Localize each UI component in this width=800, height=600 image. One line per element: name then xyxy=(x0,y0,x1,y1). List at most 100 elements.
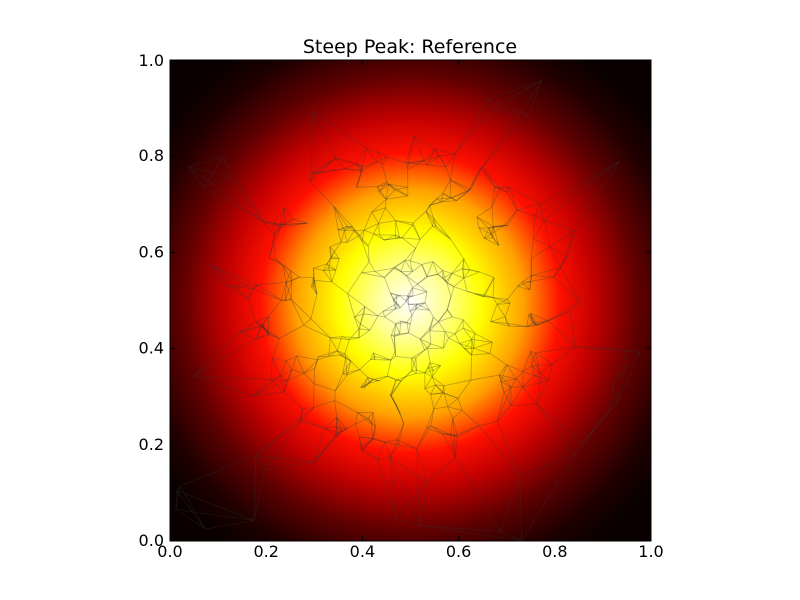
mesh-edge xyxy=(447,398,459,408)
mesh-edge xyxy=(539,363,553,374)
mesh-edge xyxy=(424,302,430,311)
mesh-edge xyxy=(390,395,397,404)
mesh-edge xyxy=(408,162,428,166)
mesh-edge xyxy=(390,380,402,396)
mesh-edge xyxy=(445,273,453,282)
mesh-edge xyxy=(491,206,494,227)
mesh-edge xyxy=(426,149,436,165)
mesh-edge xyxy=(427,348,431,363)
mesh-edge xyxy=(383,308,396,312)
mesh-edge xyxy=(424,388,431,395)
mesh-edge xyxy=(309,173,315,182)
mesh-edge xyxy=(312,277,315,287)
mesh-edge xyxy=(516,371,524,380)
mesh-edge xyxy=(313,383,315,408)
mesh-edge xyxy=(314,359,319,369)
mesh-edge xyxy=(394,186,408,191)
mesh-edge xyxy=(222,157,230,177)
mesh-edge xyxy=(310,318,331,339)
mesh-edge xyxy=(369,315,379,331)
mesh-edge xyxy=(452,410,463,420)
mesh-edge xyxy=(363,377,369,388)
mesh-edge xyxy=(420,338,431,345)
mesh-edge xyxy=(433,218,437,227)
mesh-edge xyxy=(521,454,576,541)
mesh-edge xyxy=(530,313,537,325)
mesh-edge xyxy=(377,151,383,165)
mesh-edge xyxy=(387,375,397,381)
mesh-edge xyxy=(454,435,458,437)
mesh-edge xyxy=(346,225,355,232)
mesh-edge xyxy=(411,308,417,315)
mesh-edge xyxy=(535,352,553,365)
mesh-edge xyxy=(384,277,391,294)
mesh-edge xyxy=(405,162,408,170)
mesh-edge xyxy=(408,303,417,306)
mesh-edge xyxy=(499,188,508,193)
mesh-edge xyxy=(399,295,407,302)
mesh-edge xyxy=(398,444,418,450)
mesh-edge xyxy=(412,224,421,240)
mesh-edge xyxy=(430,392,443,395)
mesh-edge xyxy=(395,303,401,309)
mesh-edge xyxy=(193,375,271,380)
mesh-edge xyxy=(442,277,447,282)
mesh-edge xyxy=(310,172,315,175)
mesh-edge xyxy=(450,197,457,202)
mesh-edge xyxy=(491,188,501,207)
mesh-edge xyxy=(273,224,281,236)
mesh-edge xyxy=(364,306,379,317)
mesh-edge xyxy=(270,375,281,380)
mesh-edge xyxy=(367,412,374,419)
x-tick-label: 0.8 xyxy=(542,542,567,561)
mesh-edge xyxy=(404,260,413,272)
mesh-edge xyxy=(361,261,370,273)
mesh-edge xyxy=(210,264,258,286)
mesh-edge xyxy=(314,432,338,463)
mesh-edge xyxy=(450,179,469,192)
mesh-edge xyxy=(552,346,576,365)
mesh-edge xyxy=(371,198,387,213)
mesh-edge xyxy=(339,353,345,356)
mesh-edge xyxy=(389,439,398,458)
x-tick-label: 0.4 xyxy=(350,542,375,561)
mesh-edge xyxy=(335,430,343,437)
mesh-edge xyxy=(252,391,285,397)
mesh-edge xyxy=(450,238,465,260)
mesh-edge xyxy=(434,149,447,167)
mesh-edge xyxy=(378,220,396,224)
mesh-edge xyxy=(359,313,365,325)
mesh-edge xyxy=(392,267,396,269)
mesh-edge xyxy=(392,260,406,269)
mesh-edge xyxy=(333,206,339,230)
mesh-edge xyxy=(547,311,570,322)
mesh-edge xyxy=(521,281,530,291)
mesh-edge xyxy=(488,80,542,100)
axes-frame xyxy=(169,59,652,542)
mesh-edge xyxy=(500,364,508,383)
mesh-edge xyxy=(426,408,435,429)
mesh-edge xyxy=(446,283,452,298)
mesh-edge xyxy=(398,304,401,309)
mesh-edge xyxy=(480,167,496,188)
mesh-edge xyxy=(300,407,314,422)
mesh-edge xyxy=(531,267,561,276)
mesh-edge xyxy=(335,157,357,164)
mesh-edge xyxy=(419,338,425,351)
mesh-edge xyxy=(395,234,400,238)
mesh-edge xyxy=(329,241,342,248)
mesh-edge xyxy=(175,490,178,510)
mesh-edge xyxy=(405,136,415,164)
mesh-edge xyxy=(374,270,385,278)
mesh-edge xyxy=(428,365,441,369)
mesh-edge xyxy=(479,271,495,278)
mesh-edge xyxy=(285,299,292,302)
mesh-edge xyxy=(175,509,255,521)
mesh-edge xyxy=(384,267,396,278)
mesh-edge xyxy=(531,352,537,367)
mesh-edge xyxy=(506,323,510,327)
mesh-edge xyxy=(416,448,420,526)
mesh-edge xyxy=(526,322,533,328)
mesh-edge xyxy=(310,110,314,174)
